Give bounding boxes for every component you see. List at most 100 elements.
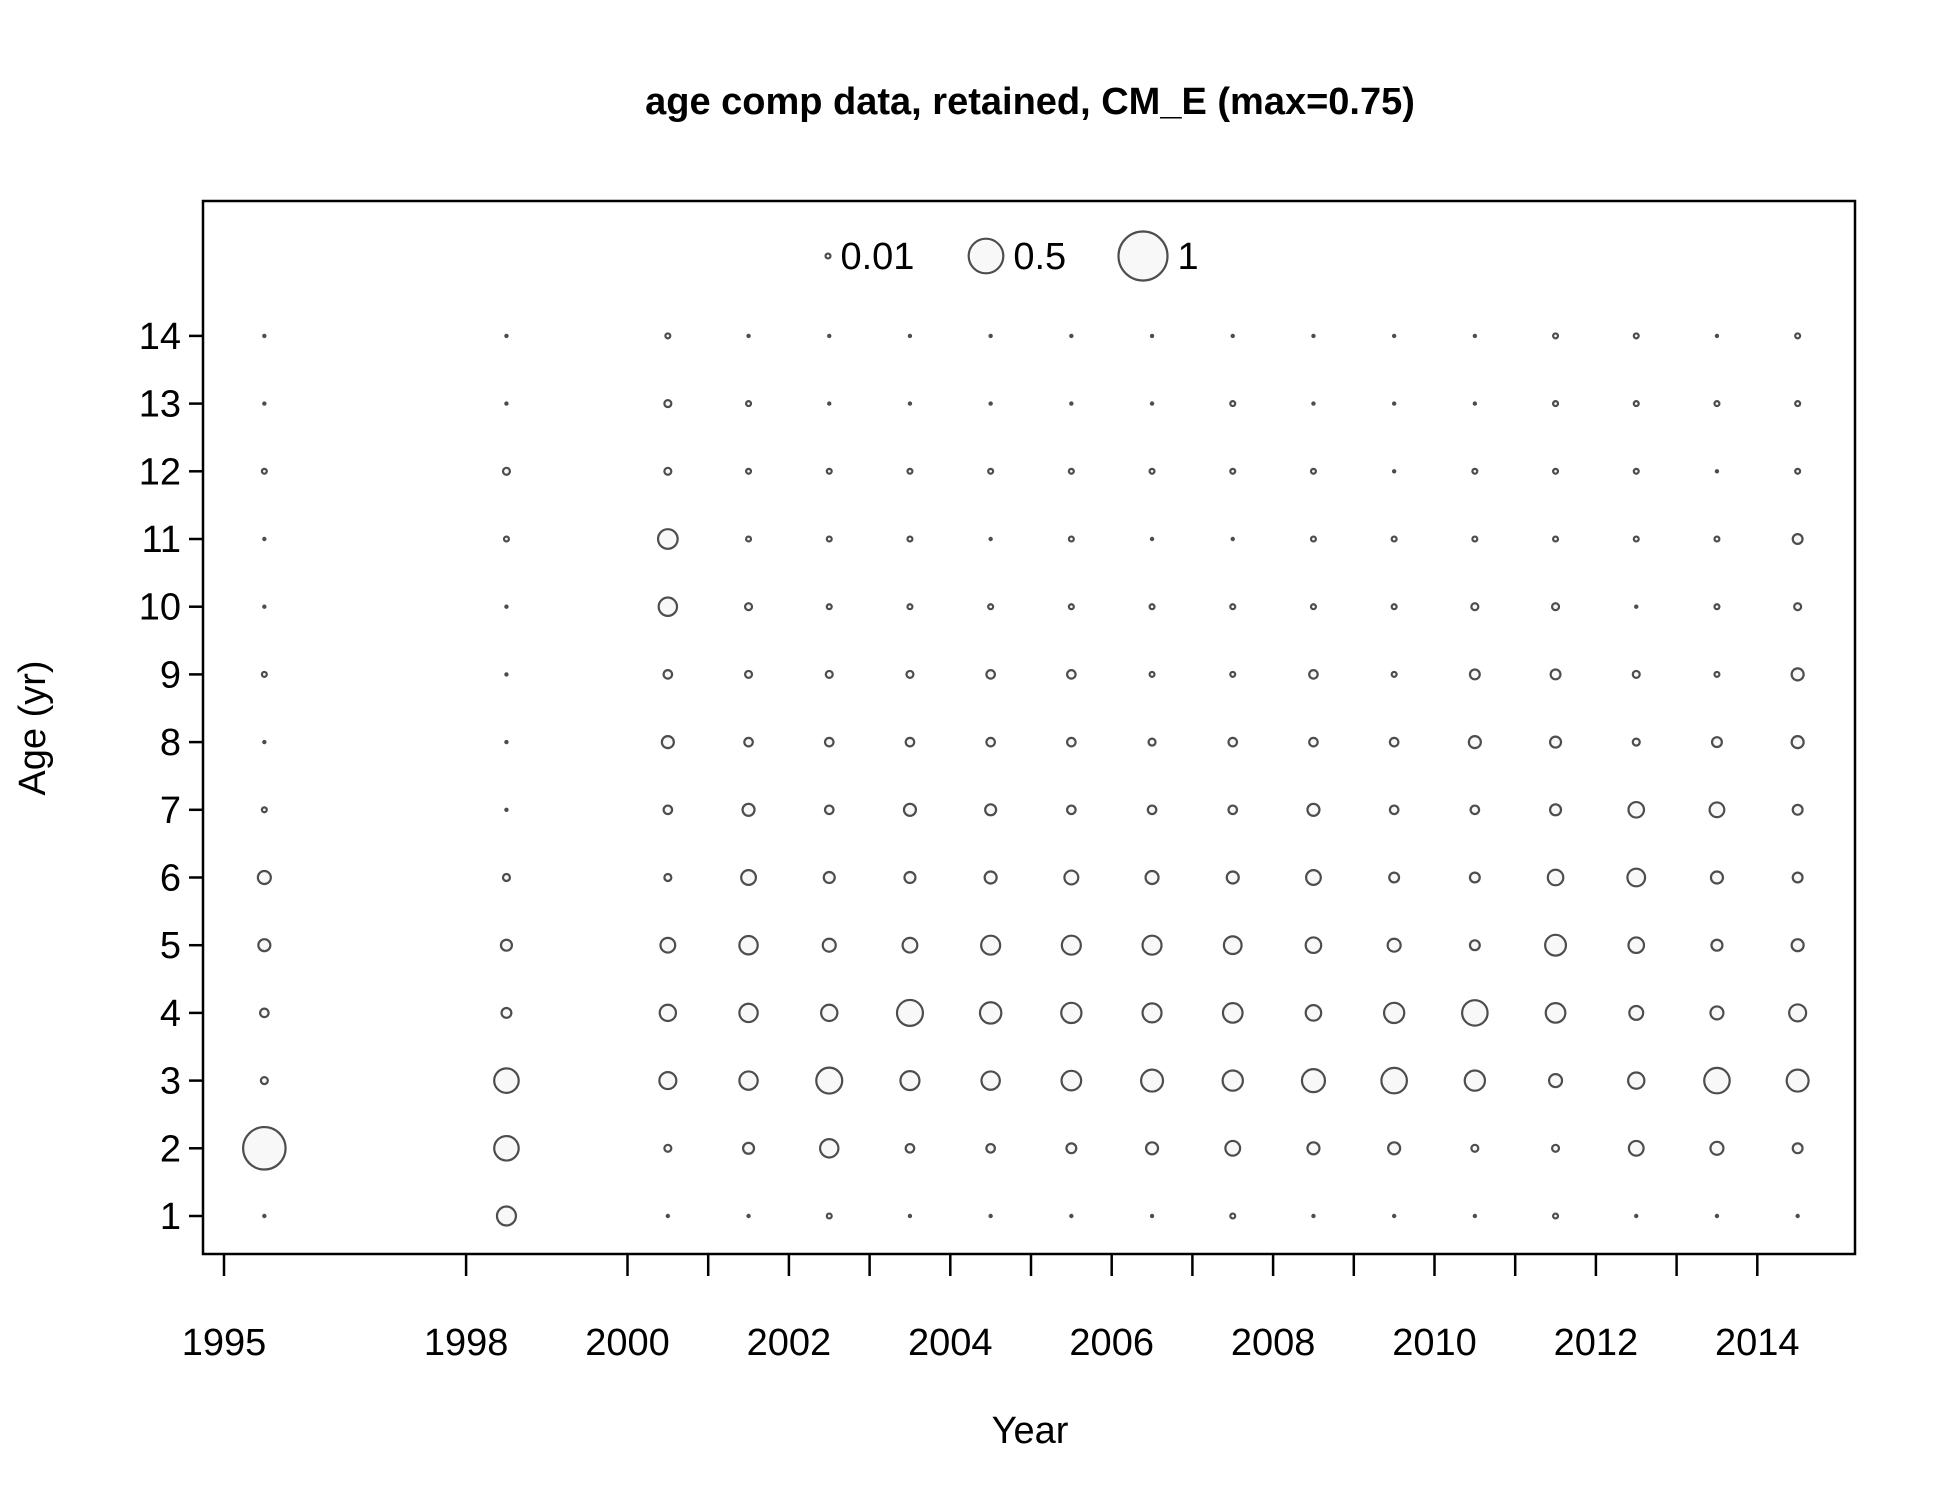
- x-tick-label: 2004: [908, 1322, 993, 1364]
- bubble-2013-age-4: [1709, 1005, 1725, 1021]
- bubble-2001-age-5: [738, 934, 759, 956]
- bubble-2013-age-9: [1713, 670, 1721, 678]
- y-tick-label: 11: [142, 519, 181, 561]
- bubble-2010-age-1: [1472, 1213, 1478, 1219]
- bubble-2008-age-10: [1309, 603, 1318, 611]
- bubble-2011-age-14: [1552, 332, 1560, 340]
- bubble-2003-age-12: [906, 467, 914, 475]
- y-tick-label: 1: [160, 1196, 181, 1238]
- bubble-2007-age-2: [1224, 1139, 1242, 1157]
- bubble-2002-age-4: [820, 1003, 839, 1023]
- bubble-2012-age-3: [1627, 1071, 1646, 1090]
- bubble-2014-age-10: [1793, 602, 1803, 612]
- bubble-2007-age-13: [1229, 400, 1237, 408]
- bubble-2001-age-6: [740, 869, 758, 886]
- bubble-2003-age-13: [907, 401, 913, 406]
- bubble-2008-age-1: [1311, 1213, 1316, 1219]
- bubble-1998-age-3: [493, 1067, 520, 1094]
- bubble-2014-age-7: [1791, 803, 1804, 816]
- bubble-2002-age-3: [815, 1066, 844, 1095]
- bubble-2009-age-4: [1382, 1001, 1406, 1025]
- bubble-2009-age-14: [1391, 333, 1397, 339]
- bubble-1998-age-1: [495, 1205, 518, 1227]
- bubble-1995-age-13: [262, 401, 267, 406]
- bubble-2002-age-14: [827, 333, 832, 339]
- bubble-2003-age-9: [905, 669, 915, 679]
- bubble-2009-age-12: [1391, 469, 1397, 474]
- bubble-2012-age-14: [1632, 332, 1640, 340]
- bubble-2006-age-11: [1149, 536, 1155, 542]
- bubble-2010-age-10: [1470, 602, 1480, 612]
- bubble-2012-age-11: [1632, 535, 1640, 543]
- y-tick-label: 5: [160, 925, 181, 967]
- bubble-2000-age-9: [662, 669, 674, 680]
- bubble-2007-age-8: [1227, 736, 1239, 748]
- bubble-2014-age-12: [1794, 467, 1802, 475]
- bubble-2001-age-10: [743, 602, 754, 612]
- bubble-2004-age-6: [983, 870, 998, 885]
- x-tick-label: 2012: [1554, 1322, 1639, 1364]
- bubble-2008-age-12: [1309, 467, 1318, 475]
- bubble-2014-age-14: [1794, 332, 1802, 340]
- bubble-1995-age-1: [262, 1213, 267, 1219]
- x-tick-label: 2000: [585, 1322, 670, 1364]
- bubble-2003-age-1: [907, 1213, 913, 1219]
- bubble-2000-age-10: [657, 596, 679, 617]
- bubble-2005-age-12: [1067, 467, 1075, 475]
- bubble-1998-age-7: [504, 807, 509, 813]
- bubble-2013-age-6: [1709, 870, 1725, 885]
- bubble-2010-age-3: [1463, 1069, 1487, 1092]
- bubble-2005-age-6: [1063, 869, 1080, 886]
- bubble-2012-age-12: [1632, 467, 1640, 475]
- bubble-2011-age-1: [1552, 1212, 1560, 1220]
- bubble-2009-age-2: [1387, 1141, 1402, 1156]
- bubble-2001-age-12: [744, 467, 753, 475]
- bubble-2000-age-7: [662, 804, 674, 816]
- bubble-2005-age-9: [1066, 669, 1077, 680]
- bubble-1998-age-8: [504, 739, 509, 745]
- bubble-2012-age-13: [1632, 400, 1640, 408]
- bubble-2011-age-7: [1548, 803, 1563, 817]
- bubble-2013-age-10: [1713, 603, 1721, 611]
- x-tick-label: 2002: [747, 1322, 832, 1364]
- bubble-2006-age-13: [1149, 401, 1155, 406]
- bubble-2007-age-12: [1229, 467, 1237, 475]
- bubble-2000-age-12: [663, 466, 673, 476]
- bubble-2000-age-6: [663, 872, 673, 883]
- x-axis: 1995 1998 2000 2002 2004 2006 2008 2010 2012 2014: [182, 1254, 1800, 1364]
- bubble-2007-age-1: [1229, 1212, 1237, 1220]
- bubble-2001-age-2: [741, 1141, 756, 1155]
- bubble-2012-age-2: [1627, 1139, 1645, 1157]
- bubble-2002-age-9: [824, 669, 834, 679]
- bubble-1995-age-5: [257, 938, 272, 953]
- bubble-2000-age-14: [664, 332, 672, 340]
- bubble-2001-age-1: [746, 1213, 751, 1219]
- y-tick-label: 12: [139, 451, 181, 493]
- y-tick-label: 13: [139, 384, 181, 426]
- bubble-2005-age-2: [1065, 1142, 1078, 1155]
- bubble-2006-age-10: [1148, 603, 1156, 611]
- bubble-1995-age-6: [256, 869, 272, 886]
- bubble-2012-age-1: [1634, 1213, 1639, 1219]
- bubble-2011-age-6: [1546, 868, 1565, 887]
- bubble-2009-age-13: [1391, 401, 1397, 406]
- bubble-2006-age-9: [1148, 670, 1156, 678]
- bubble-2004-age-4: [978, 1001, 1003, 1025]
- bubble-2003-age-3: [899, 1070, 921, 1092]
- bubble-2007-age-11: [1230, 536, 1235, 542]
- bubble-2005-age-1: [1069, 1213, 1074, 1219]
- bubble-2013-age-8: [1710, 736, 1723, 749]
- bubble-2011-age-10: [1550, 602, 1561, 612]
- bubble-2002-age-6: [822, 870, 836, 885]
- bubble-2008-age-9: [1308, 669, 1319, 680]
- bubble-1995-age-2: [242, 1125, 287, 1171]
- bubble-2005-age-7: [1066, 804, 1077, 816]
- bubble-2007-age-9: [1229, 670, 1237, 678]
- bubble-2003-age-10: [906, 603, 914, 611]
- bubble-2006-age-6: [1144, 869, 1160, 886]
- bubble-2002-age-7: [823, 804, 835, 816]
- bubble-2012-age-9: [1631, 669, 1641, 679]
- bubble-2003-age-4: [895, 998, 925, 1027]
- bubble-2001-age-7: [741, 802, 756, 817]
- bubble-2012-age-5: [1627, 936, 1646, 955]
